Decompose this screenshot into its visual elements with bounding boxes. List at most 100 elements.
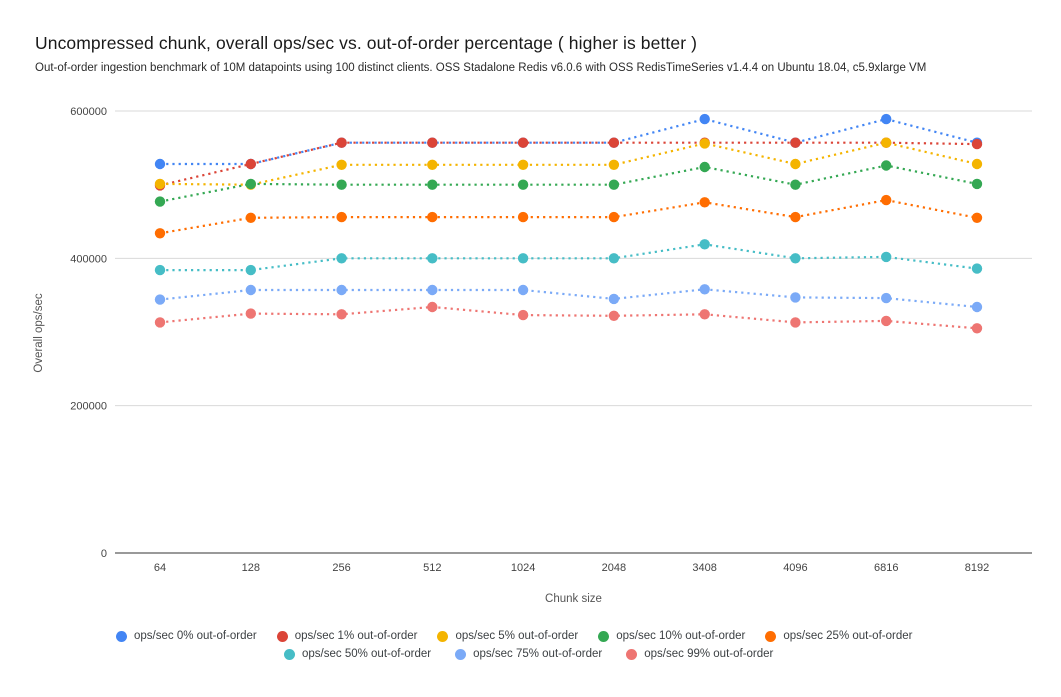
data-point-s6-x6816 <box>881 292 892 304</box>
data-point-s4-x4096 <box>790 211 801 223</box>
data-point-s3-x2048 <box>608 179 620 190</box>
series-line-0 <box>160 117 978 166</box>
data-point-s2-x8192 <box>971 158 983 170</box>
data-point-s5-x3408 <box>699 239 710 250</box>
chart-title: Uncompressed chunk, overall ops/sec vs. … <box>35 33 698 53</box>
data-point-s1-x8192 <box>971 138 983 150</box>
data-point-s3-x6816 <box>881 160 892 171</box>
data-point-s4-x8192 <box>971 212 983 223</box>
legend-row-1: ops/sec 0% out-of-order ops/sec 1% out-of… <box>116 630 912 642</box>
data-point-s1-x256 <box>336 137 347 148</box>
y-tick-label-0: 0 <box>101 548 107 560</box>
data-point-s2-x2048 <box>608 159 620 170</box>
data-point-s7-x2048 <box>608 310 620 321</box>
legend-label: ops/sec 1% out-of-order <box>294 630 418 642</box>
data-point-s5-x6816 <box>881 251 892 263</box>
data-point-s4-x128 <box>245 212 256 223</box>
data-point-s4-x256 <box>336 211 347 223</box>
data-point-s2-x3408 <box>699 138 710 149</box>
series-line-3 <box>159 164 978 203</box>
data-point-s4-x2048 <box>608 211 620 223</box>
y-axis-title: Overall ops/sec <box>33 293 45 373</box>
data-point-s7-x8192 <box>971 323 983 334</box>
legend-row-2: ops/sec 50% out-of-order ops/sec 75% out-… <box>284 648 773 660</box>
data-point-s0-x3408 <box>699 113 710 125</box>
data-point-s2-x6816 <box>881 137 892 148</box>
x-axis-title: Chunk size <box>545 593 602 605</box>
series-line-6 <box>159 288 978 309</box>
x-tick-label-8192: 8192 <box>965 562 989 574</box>
data-point-s3-x3408 <box>699 161 710 173</box>
legend-swatch-icon <box>598 630 610 642</box>
legend-swatch-icon <box>116 630 127 642</box>
legend-item-0: ops/sec 0% out-of-order <box>116 630 257 642</box>
data-point-s1-x512 <box>427 137 438 148</box>
data-point-s7-x128 <box>245 308 256 319</box>
legend-item-5: ops/sec 50% out-of-order <box>284 648 431 660</box>
data-point-s2-x256 <box>336 159 347 170</box>
data-point-s7-x64 <box>154 317 166 328</box>
data-point-s7-x6816 <box>881 315 892 327</box>
x-tick-label-512: 512 <box>423 562 441 574</box>
data-point-s3-x128 <box>245 178 256 190</box>
y-tick-label-600000: 600000 <box>70 106 107 118</box>
legend-label: ops/sec 25% out-of-order <box>783 630 913 642</box>
data-point-s5-x2048 <box>608 253 620 264</box>
legend-label: ops/sec 0% out-of-order <box>134 630 257 642</box>
x-tick-label-2048: 2048 <box>602 562 626 574</box>
data-point-s6-x8192 <box>971 301 983 313</box>
data-point-s0-x64 <box>154 158 166 170</box>
data-point-s0-x6816 <box>881 113 892 125</box>
legend-swatch-icon <box>626 648 638 660</box>
data-point-s7-x256 <box>336 309 347 320</box>
data-point-s5-x128 <box>245 264 256 276</box>
x-tick-label-3408: 3408 <box>692 562 716 574</box>
data-point-s4-x512 <box>427 211 438 223</box>
chart-subtitle: Out-of-order ingestion benchmark of 10M … <box>35 62 927 74</box>
data-point-s7-x3408 <box>699 309 710 320</box>
data-point-s2-x512 <box>427 159 438 170</box>
legend-label: ops/sec 50% out-of-order <box>302 648 432 660</box>
data-point-s2-x64 <box>154 178 166 190</box>
legend-label: ops/sec 10% out-of-order <box>616 630 746 642</box>
data-point-s2-x4096 <box>790 158 801 170</box>
data-point-s1-x128 <box>245 158 256 170</box>
data-point-s6-x1024 <box>517 284 529 296</box>
legend-item-6: ops/sec 75% out-of-order <box>455 648 602 660</box>
series-line-5 <box>160 243 978 272</box>
data-point-s2-x1024 <box>517 159 529 170</box>
x-tick-label-256: 256 <box>332 562 350 574</box>
data-point-s5-x8192 <box>971 263 983 274</box>
y-tick-label-200000: 200000 <box>70 401 107 413</box>
data-point-s3-x4096 <box>790 179 801 190</box>
data-point-s5-x512 <box>427 253 438 264</box>
data-point-s1-x4096 <box>790 137 801 148</box>
legend-swatch-icon <box>284 648 295 660</box>
data-point-s6-x4096 <box>790 292 801 303</box>
legend-label: ops/sec 75% out-of-order <box>473 648 603 660</box>
data-point-s1-x2048 <box>608 137 620 148</box>
data-point-s3-x8192 <box>971 178 983 190</box>
data-point-s4-x3408 <box>699 197 710 208</box>
data-point-s3-x256 <box>336 179 347 190</box>
data-point-s6-x64 <box>154 294 166 305</box>
x-tick-label-64: 64 <box>154 562 166 574</box>
series-line-2 <box>159 141 978 186</box>
data-point-s6-x512 <box>427 284 438 296</box>
data-point-s5-x4096 <box>790 253 801 264</box>
data-point-s1-x1024 <box>517 137 529 148</box>
data-point-s7-x512 <box>427 301 438 313</box>
legend-swatch-icon <box>276 630 288 642</box>
x-tick-label-6816: 6816 <box>874 562 898 574</box>
x-tick-label-1024: 1024 <box>511 562 535 574</box>
data-point-s4-x64 <box>154 228 166 239</box>
legend-label: ops/sec 5% out-of-order <box>455 630 579 642</box>
x-tick-label-4096: 4096 <box>783 562 807 574</box>
data-point-s5-x256 <box>336 253 347 264</box>
data-point-s6-x128 <box>245 284 256 296</box>
data-point-s6-x256 <box>336 284 347 296</box>
series-line-4 <box>159 198 978 235</box>
series-line-7 <box>159 305 978 330</box>
